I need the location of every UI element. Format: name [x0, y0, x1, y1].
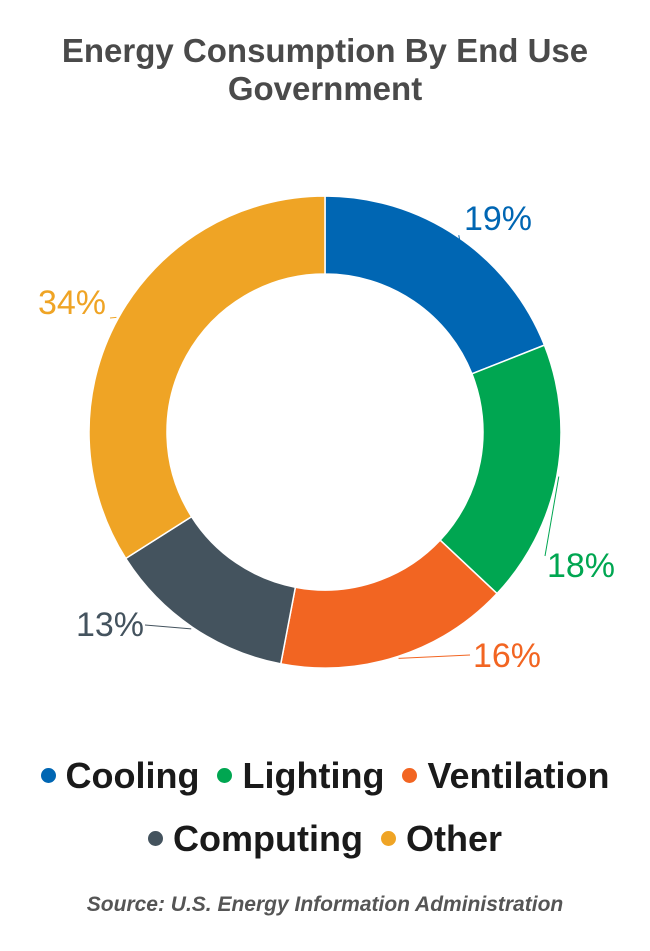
- data-label-lighting: 18%: [547, 547, 615, 585]
- legend-item-cooling[interactable]: Cooling: [40, 755, 200, 797]
- legend-dot-other: [380, 830, 396, 846]
- legend-row-2: Computing Other: [0, 818, 650, 860]
- legend-label-computing: Computing: [173, 818, 363, 859]
- donut-slice-other[interactable]: [88, 195, 326, 560]
- legend-label-cooling: Cooling: [65, 755, 200, 796]
- legend-item-ventilation[interactable]: Ventilation: [402, 755, 609, 797]
- chart-title-line-2: Government: [227, 70, 423, 107]
- legend-label-ventilation: Ventilation: [427, 755, 610, 796]
- legend-dot-ventilation: [402, 767, 418, 783]
- legend-item-computing[interactable]: Computing: [148, 818, 363, 860]
- legend-item-lighting[interactable]: Lighting: [217, 755, 384, 797]
- chart-title: Energy Consumption By End Use Government: [0, 32, 650, 108]
- data-label-other: 34%: [38, 284, 106, 322]
- legend-dot-cooling: [40, 767, 56, 783]
- source-note: Source: U.S. Energy Information Administ…: [86, 893, 564, 916]
- data-label-computing: 13%: [76, 606, 144, 644]
- chart-title-line-1: Energy Consumption By End Use: [61, 32, 589, 69]
- data-label-cooling: 19%: [464, 200, 532, 238]
- leader-line-ventilation: [398, 654, 471, 659]
- legend-dot-lighting: [217, 767, 233, 783]
- legend-dot-computing: [148, 830, 163, 846]
- leader-line-lighting: [544, 476, 560, 557]
- legend-label-other: Other: [405, 818, 502, 859]
- legend-row-1: Cooling Lighting Ventilation: [0, 755, 650, 797]
- donut-chart: 19% 18% 16% 13% 34%: [38, 195, 615, 675]
- legend-item-other[interactable]: Other: [380, 818, 502, 860]
- leader-line-other: [109, 316, 117, 319]
- legend-label-lighting: Lighting: [242, 755, 385, 796]
- data-label-ventilation: 16%: [473, 637, 541, 675]
- leader-line-cooling: [458, 235, 461, 243]
- leader-line-computing: [144, 624, 192, 630]
